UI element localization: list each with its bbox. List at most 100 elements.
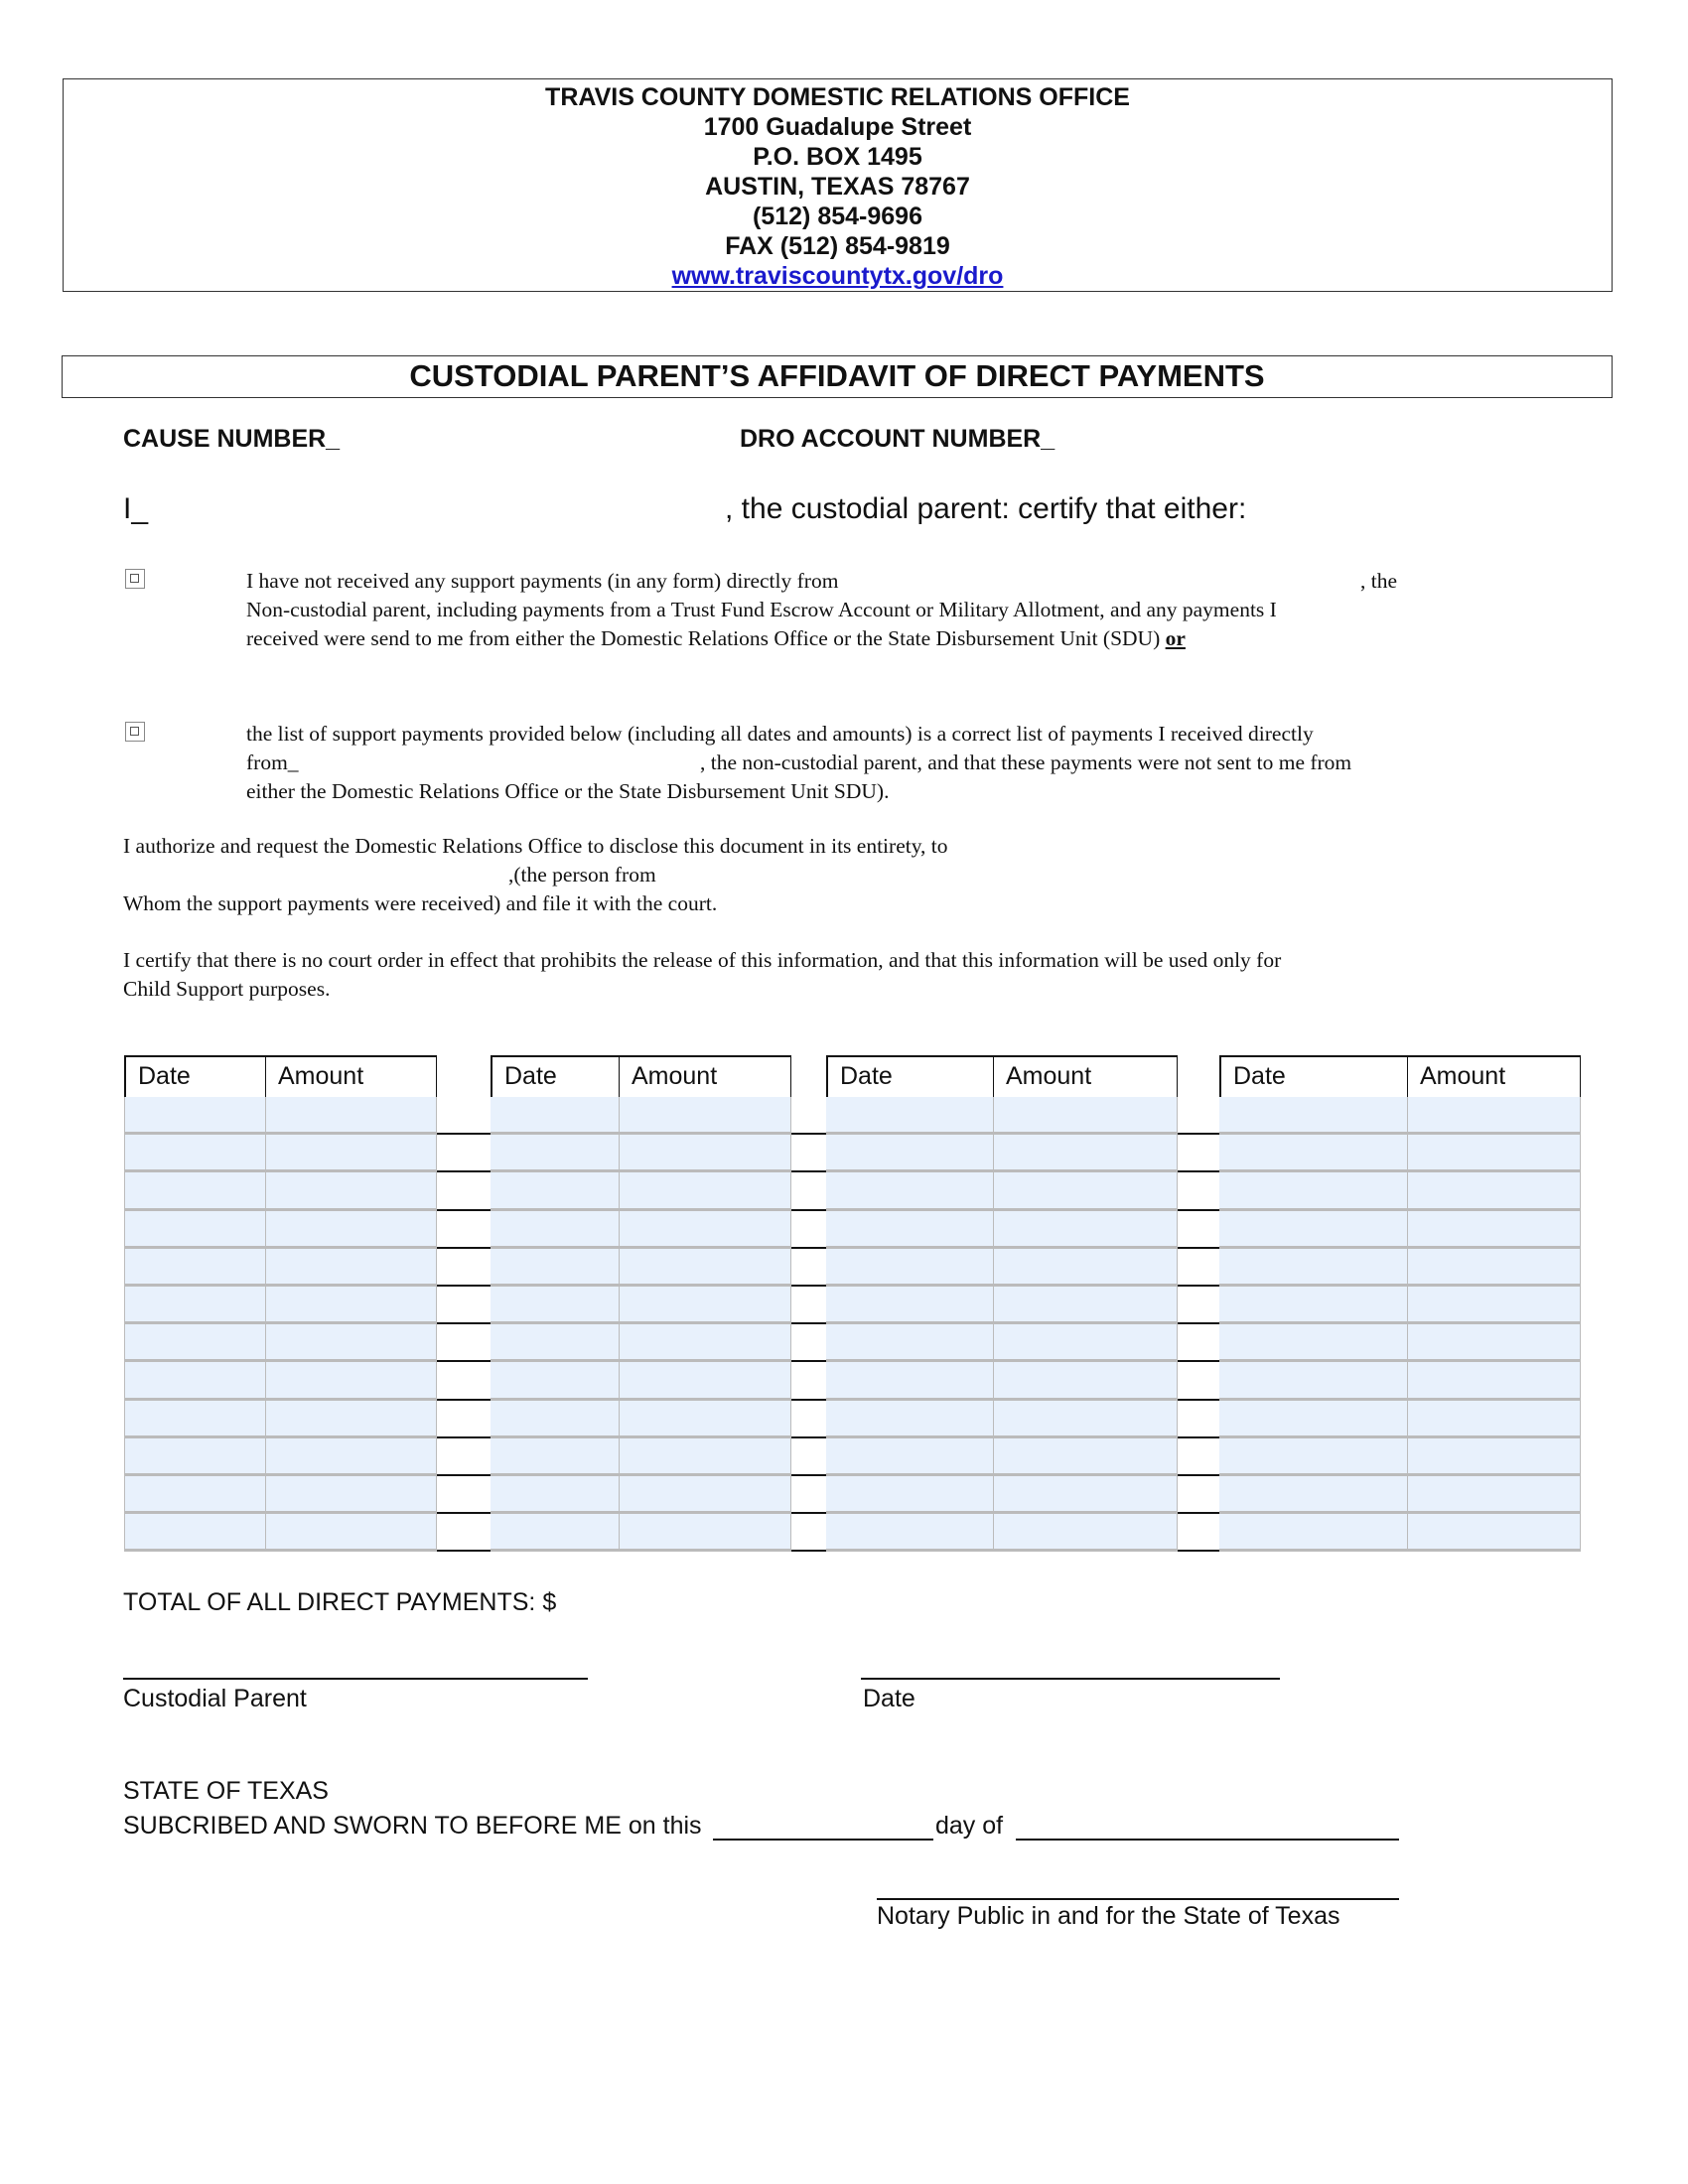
option2-checkbox[interactable] [125,722,145,742]
amount-input[interactable] [1408,1514,1581,1553]
amount-input[interactable] [266,1324,437,1363]
amount-input[interactable] [994,1210,1178,1249]
date-input[interactable] [1219,1287,1408,1325]
amount-input[interactable] [1408,1287,1581,1325]
amount-input[interactable] [620,1172,791,1211]
date-input[interactable] [491,1400,620,1438]
date-input[interactable] [826,1476,994,1515]
date-input[interactable] [826,1362,994,1401]
amount-input[interactable] [620,1135,791,1173]
amount-input[interactable] [1408,1135,1581,1173]
amount-input[interactable] [266,1210,437,1249]
date-input[interactable] [826,1437,994,1476]
amount-input[interactable] [266,1362,437,1401]
date-input[interactable] [1219,1210,1408,1249]
date-input[interactable] [491,1324,620,1363]
amount-input[interactable] [620,1097,791,1136]
date-input[interactable] [124,1437,266,1476]
date-input[interactable] [826,1248,994,1287]
amount-input[interactable] [620,1210,791,1249]
date-input[interactable] [826,1097,994,1136]
amount-input[interactable] [620,1287,791,1325]
date-input[interactable] [1219,1135,1408,1173]
date-input[interactable] [1219,1362,1408,1401]
date-input[interactable] [1219,1248,1408,1287]
amount-input[interactable] [994,1248,1178,1287]
date-input[interactable] [124,1324,266,1363]
amount-input[interactable] [620,1437,791,1476]
date-input[interactable] [1219,1476,1408,1515]
amount-input[interactable] [1408,1172,1581,1211]
date-input[interactable] [124,1172,266,1211]
amount-input[interactable] [266,1248,437,1287]
date-signature-line[interactable] [861,1678,1280,1680]
amount-input[interactable] [1408,1248,1581,1287]
date-input[interactable] [491,1362,620,1401]
date-input[interactable] [826,1400,994,1438]
notary-signature-line[interactable] [877,1898,1399,1900]
amount-input[interactable] [994,1135,1178,1173]
date-input[interactable] [124,1135,266,1173]
amount-input[interactable] [994,1287,1178,1325]
amount-input[interactable] [266,1287,437,1325]
date-input[interactable] [124,1248,266,1287]
amount-input[interactable] [620,1248,791,1287]
custodial-signature-line[interactable] [123,1678,588,1680]
date-input[interactable] [124,1362,266,1401]
office-website-link[interactable]: www.traviscountytx.gov/dro [671,262,1004,290]
amount-input[interactable] [266,1437,437,1476]
date-input[interactable] [491,1210,620,1249]
amount-input[interactable] [994,1476,1178,1515]
amount-input[interactable] [266,1097,437,1136]
date-input[interactable] [491,1248,620,1287]
date-input[interactable] [124,1400,266,1438]
date-input[interactable] [826,1324,994,1363]
amount-input[interactable] [994,1172,1178,1211]
amount-input[interactable] [620,1476,791,1515]
total-payments-field[interactable]: TOTAL OF ALL DIRECT PAYMENTS: $ [123,1588,557,1616]
amount-input[interactable] [1408,1097,1581,1136]
dro-account-field[interactable]: DRO ACCOUNT NUMBER_ [740,425,1055,453]
amount-input[interactable] [994,1324,1178,1363]
date-input[interactable] [826,1172,994,1211]
amount-input[interactable] [266,1172,437,1211]
amount-input[interactable] [1408,1400,1581,1438]
date-input[interactable] [1219,1097,1408,1136]
amount-input[interactable] [994,1097,1178,1136]
custodial-name-field[interactable]: I_ [123,492,149,525]
date-input[interactable] [491,1476,620,1515]
day-line[interactable] [713,1839,933,1841]
date-input[interactable] [1219,1400,1408,1438]
date-input[interactable] [124,1210,266,1249]
date-input[interactable] [124,1287,266,1325]
amount-input[interactable] [1408,1362,1581,1401]
amount-input[interactable] [1408,1476,1581,1515]
amount-input[interactable] [620,1514,791,1553]
amount-input[interactable] [266,1400,437,1438]
amount-input[interactable] [994,1400,1178,1438]
date-input[interactable] [1219,1324,1408,1363]
option2-noncustodial-field[interactable]: from_ [246,751,299,774]
amount-input[interactable] [266,1135,437,1173]
amount-input[interactable] [1408,1324,1581,1363]
date-input[interactable] [1219,1172,1408,1211]
date-input[interactable] [491,1287,620,1325]
date-input[interactable] [1219,1437,1408,1476]
date-input[interactable] [826,1514,994,1553]
amount-input[interactable] [994,1362,1178,1401]
amount-input[interactable] [620,1324,791,1363]
amount-input[interactable] [620,1400,791,1438]
date-input[interactable] [124,1514,266,1553]
cause-number-field[interactable]: CAUSE NUMBER_ [123,425,341,453]
amount-input[interactable] [266,1476,437,1515]
amount-input[interactable] [620,1362,791,1401]
amount-input[interactable] [994,1437,1178,1476]
amount-input[interactable] [266,1514,437,1553]
date-input[interactable] [491,1437,620,1476]
date-input[interactable] [124,1476,266,1515]
date-input[interactable] [491,1172,620,1211]
amount-input[interactable] [994,1514,1178,1553]
date-input[interactable] [826,1135,994,1173]
month-line[interactable] [1016,1839,1399,1841]
date-input[interactable] [826,1287,994,1325]
